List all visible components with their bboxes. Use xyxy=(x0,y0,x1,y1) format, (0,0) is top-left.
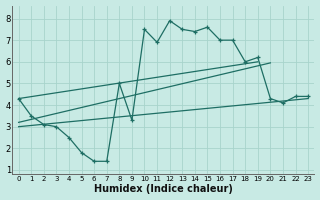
X-axis label: Humidex (Indice chaleur): Humidex (Indice chaleur) xyxy=(94,184,233,194)
